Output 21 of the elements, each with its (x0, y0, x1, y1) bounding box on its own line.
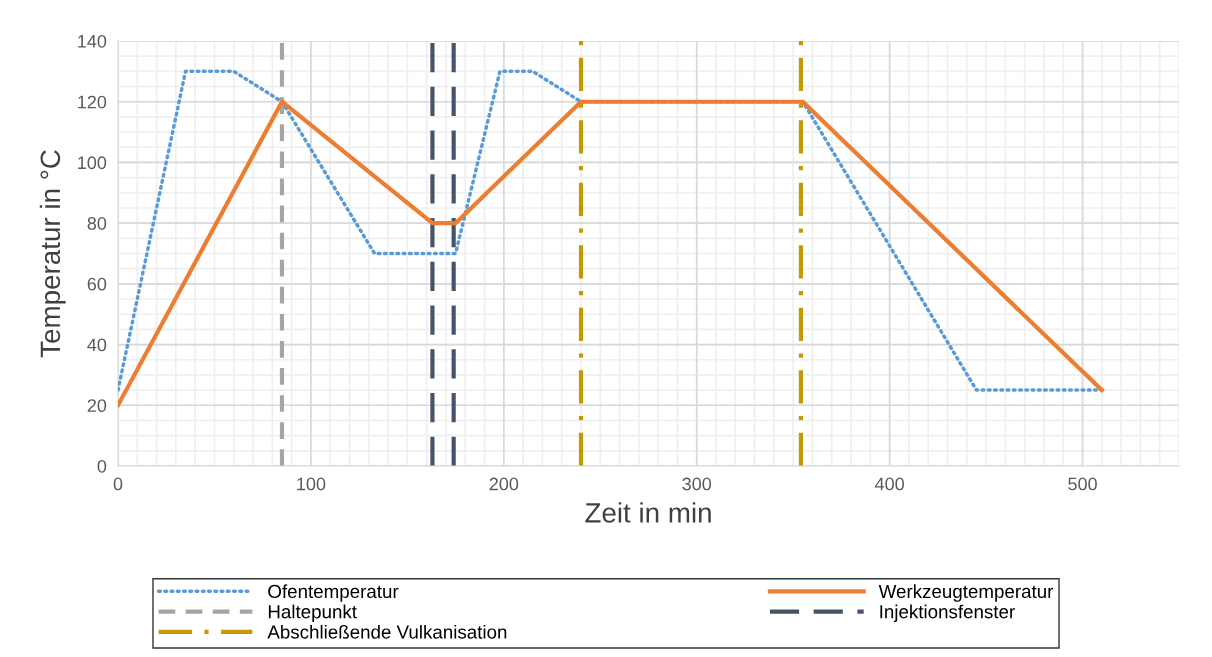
y-tick-label: 80 (87, 217, 107, 230)
y-tick-label: 20 (87, 399, 107, 413)
y-axis-title: Temperatur in °C (39, 150, 66, 358)
legend-label: Abschließende Vulkanisation (267, 624, 507, 639)
y-tick-label: 60 (87, 277, 107, 291)
x-tick-label: 300 (682, 477, 712, 491)
y-tick-label: 140 (78, 34, 107, 48)
y-tick-label: 100 (78, 156, 107, 170)
x-tick-label: 400 (874, 477, 904, 491)
x-tick-label: 200 (489, 477, 519, 491)
x-tick-label: 500 (1068, 477, 1097, 491)
legend-label: Werkzeugtemperatur (878, 584, 1054, 602)
y-tick-label: 120 (78, 95, 107, 109)
y-tick-label: 0 (97, 459, 107, 473)
legend-label: Ofentemperatur (268, 584, 399, 602)
x-tick-label: 0 (113, 477, 123, 491)
y-tick-label: 40 (87, 338, 107, 352)
x-axis-title: Zeit in min (585, 502, 711, 523)
legend-label: Haltepunkt (268, 604, 357, 623)
x-tick-label: 100 (297, 477, 326, 491)
legend-label: Injektionsfenster (880, 604, 1015, 623)
